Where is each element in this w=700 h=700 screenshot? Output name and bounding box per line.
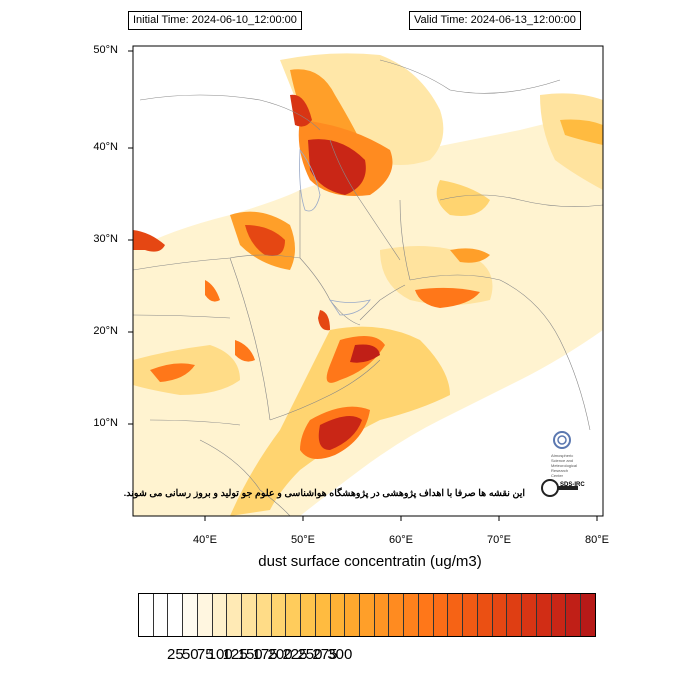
colorbar-swatch — [242, 594, 257, 636]
colorbar-tick-label: 300 — [327, 646, 353, 663]
country-borders — [133, 59, 603, 516]
lat-label: 20°N — [93, 325, 118, 337]
colorbar-swatch — [389, 594, 405, 636]
initial-time-label: Initial Time: 2024-06-10_12:00:00 — [128, 11, 302, 30]
lon-label: 40°E — [193, 534, 217, 546]
sds-logo-icon — [541, 479, 578, 497]
map-border — [132, 45, 604, 517]
lat-label: 10°N — [93, 417, 118, 429]
colorbar-tick-label: 125 — [222, 646, 248, 663]
lon-label: 80°E — [585, 534, 609, 546]
colorbar-swatch — [448, 594, 464, 636]
colorbar-swatch — [522, 594, 537, 636]
colorbar-swatch — [404, 594, 419, 636]
colorbar-swatch — [418, 594, 434, 636]
colorbar-swatch — [227, 594, 243, 636]
colorbar-swatch — [477, 594, 493, 636]
lat-label: 50°N — [93, 44, 118, 56]
colorbar-swatch — [536, 594, 552, 636]
colorbar — [138, 593, 596, 637]
colorbar-swatch — [256, 594, 272, 636]
colorbar-swatch — [212, 594, 228, 636]
lon-label: 70°E — [487, 534, 511, 546]
colorbar-swatch — [286, 594, 302, 636]
colorbar-tick-label: 250 — [297, 646, 323, 663]
lat-label: 30°N — [93, 233, 118, 245]
colorbar-swatch — [492, 594, 508, 636]
dust-shading — [133, 53, 603, 516]
colorbar-swatch — [507, 594, 523, 636]
colorbar-tick-label: 100 — [207, 646, 233, 663]
colorbar-swatch — [183, 594, 198, 636]
lon-label: 60°E — [389, 534, 413, 546]
colorbar-swatch — [463, 594, 478, 636]
sds-label: SDS-IRC — [560, 482, 585, 488]
research-center-logo-icon — [553, 431, 571, 449]
colorbar-swatch — [551, 594, 567, 636]
colorbar-swatch — [566, 594, 582, 636]
colorbar-tick-label: 75 — [196, 646, 214, 663]
colorbar-swatch — [271, 594, 287, 636]
colorbar-swatch — [330, 594, 346, 636]
colorbar-swatch — [433, 594, 449, 636]
colorbar-swatch — [153, 594, 169, 636]
colorbar-swatch — [345, 594, 361, 636]
lat-label: 40°N — [93, 141, 118, 153]
water-outlines — [299, 148, 371, 316]
colorbar-swatch — [139, 594, 154, 636]
colorbar-swatch — [315, 594, 331, 636]
lon-label: 50°E — [291, 534, 315, 546]
colorbar-swatch — [197, 594, 213, 636]
colorbar-tick-label: 200 — [267, 646, 293, 663]
colorbar-tick-label: 25 — [167, 646, 184, 663]
colorbar-swatch — [581, 594, 595, 636]
colorbar-swatch — [360, 594, 375, 636]
map-caption: dust surface concentratin (ug/m3) — [258, 553, 482, 570]
disclaimer-text: این نقشه ها صرفا با اهداف پژوهشی در پژوه… — [123, 488, 525, 499]
colorbar-swatch — [374, 594, 390, 636]
colorbar-tick-label: 175 — [252, 646, 278, 663]
colorbar-swatch — [168, 594, 184, 636]
colorbar-tick-label: 50 — [181, 646, 199, 663]
logo-caption: Atmospheric Science and Meteorological R… — [551, 453, 578, 478]
axis-ticks — [128, 50, 598, 521]
colorbar-tick-label: 225 — [282, 646, 308, 663]
valid-time-label: Valid Time: 2024-06-13_12:00:00 — [409, 11, 581, 30]
colorbar-tick-label: 150 — [237, 646, 263, 663]
colorbar-swatch — [301, 594, 316, 636]
colorbar-tick-label: 275 — [312, 646, 338, 663]
